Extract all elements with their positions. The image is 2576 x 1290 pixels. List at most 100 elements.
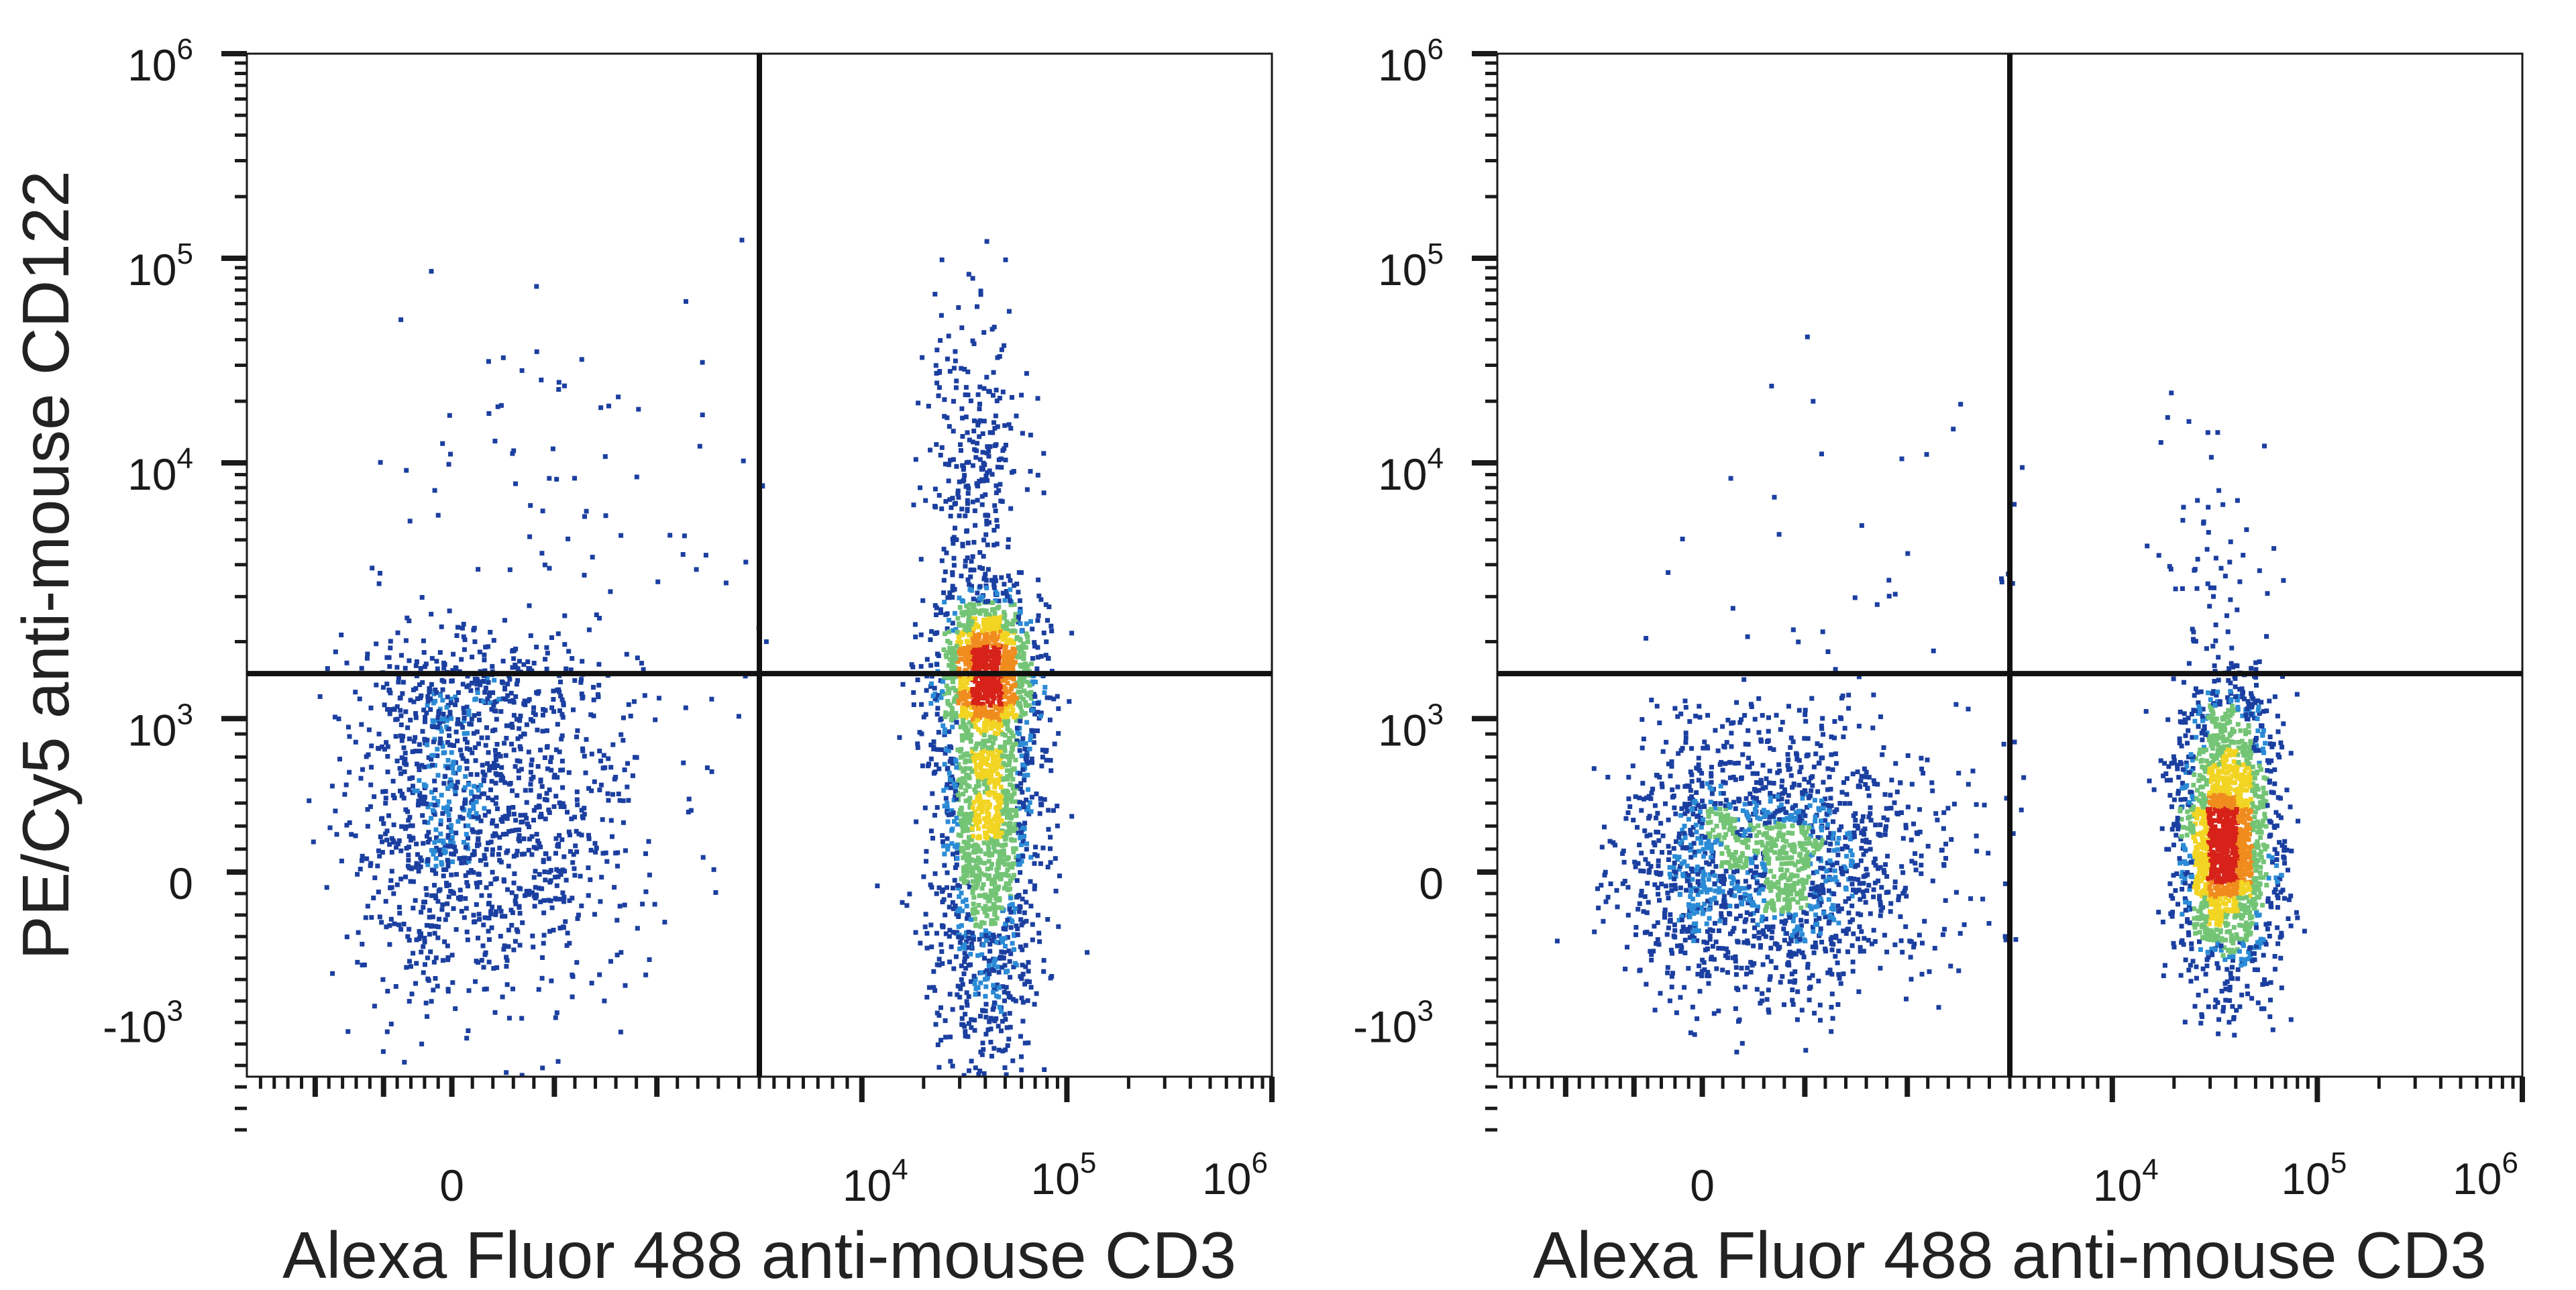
event-point — [447, 733, 452, 739]
event-point — [1734, 700, 1739, 705]
event-point — [417, 777, 422, 783]
event-point — [1004, 644, 1009, 649]
event-point — [494, 742, 500, 747]
event-point — [1757, 885, 1762, 891]
event-point — [1693, 853, 1697, 858]
event-point — [981, 659, 986, 665]
event-point — [1662, 907, 1668, 912]
event-point — [511, 853, 517, 859]
event-point — [987, 771, 993, 776]
event-point — [653, 717, 658, 722]
event-point — [621, 798, 626, 804]
event-point — [993, 578, 998, 584]
event-point — [977, 643, 981, 648]
event-point — [1691, 911, 1697, 916]
event-point — [539, 377, 544, 382]
event-point — [981, 537, 987, 543]
event-point — [998, 702, 1004, 707]
event-point — [975, 484, 980, 489]
event-point — [1592, 929, 1597, 934]
event-point — [997, 849, 1002, 855]
event-point — [1067, 699, 1072, 704]
event-point — [398, 713, 404, 718]
event-point — [973, 813, 978, 818]
event-point — [1732, 885, 1737, 891]
event-point — [1756, 696, 1762, 701]
event-point — [619, 950, 624, 955]
event-point — [445, 757, 451, 763]
event-point — [950, 667, 955, 672]
event-point — [968, 812, 973, 817]
event-point — [932, 988, 938, 993]
event-point — [1028, 809, 1034, 814]
event-point — [413, 735, 418, 740]
event-point — [1000, 654, 1005, 659]
event-point — [603, 850, 608, 855]
event-point — [1856, 723, 1862, 729]
event-point — [566, 770, 572, 775]
event-point — [1729, 852, 1735, 857]
event-point — [624, 651, 629, 657]
event-point — [985, 800, 990, 804]
event-point — [504, 958, 510, 963]
event-point — [967, 686, 972, 692]
event-point — [561, 925, 566, 930]
event-point — [987, 520, 991, 525]
event-point — [959, 1005, 965, 1010]
event-point — [989, 472, 995, 477]
event-point — [1821, 874, 1826, 879]
event-point — [1003, 443, 1008, 447]
event-point — [450, 765, 455, 771]
event-point — [972, 981, 977, 986]
event-point — [973, 746, 978, 751]
event-point — [1008, 816, 1014, 821]
event-point — [1825, 787, 1830, 792]
event-point — [1026, 960, 1031, 965]
event-point — [965, 490, 971, 496]
event-point — [1630, 763, 1635, 769]
event-point — [470, 750, 475, 755]
event-point — [965, 555, 970, 560]
event-point — [406, 818, 411, 823]
event-point — [972, 787, 977, 792]
event-point — [963, 1029, 968, 1034]
event-point — [934, 930, 939, 936]
event-point — [586, 832, 591, 838]
event-point — [947, 959, 953, 965]
event-point — [993, 598, 998, 603]
event-point — [1755, 922, 1760, 928]
event-point — [464, 704, 470, 710]
event-point — [488, 700, 493, 705]
event-point — [970, 930, 975, 936]
event-point — [464, 929, 470, 934]
event-point — [472, 849, 477, 854]
event-point — [1020, 854, 1026, 859]
event-point — [410, 749, 415, 755]
event-point — [476, 741, 481, 747]
event-point — [536, 987, 541, 992]
event-point — [968, 857, 973, 863]
event-point — [402, 757, 408, 761]
event-point — [618, 1029, 623, 1034]
event-point — [1002, 1012, 1007, 1017]
event-point — [445, 901, 450, 906]
event-point — [982, 861, 987, 866]
event-point — [1016, 590, 1021, 595]
event-point — [951, 686, 956, 691]
event-point — [394, 665, 400, 670]
event-point — [1864, 867, 1869, 872]
event-point — [960, 981, 965, 987]
event-point — [455, 690, 461, 695]
event-point — [408, 879, 413, 884]
event-point — [875, 883, 880, 889]
event-point — [453, 1006, 458, 1012]
event-point — [1780, 720, 1785, 725]
event-point — [1648, 863, 1654, 869]
event-point — [534, 349, 539, 354]
event-point — [426, 978, 431, 983]
event-point — [993, 724, 998, 729]
event-point — [1729, 892, 1735, 898]
event-point — [1010, 394, 1014, 400]
event-point — [1009, 799, 1014, 804]
event-point — [537, 794, 542, 800]
